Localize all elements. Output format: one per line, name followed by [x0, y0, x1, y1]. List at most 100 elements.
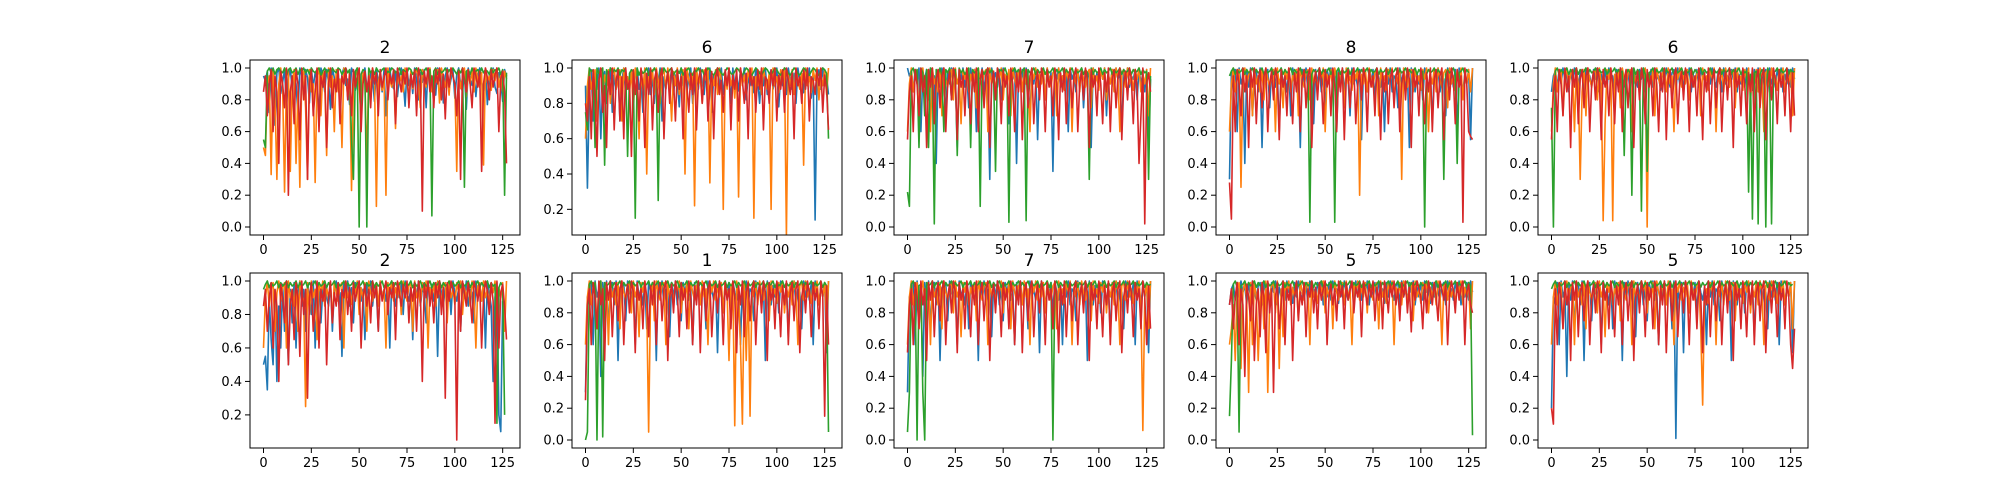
x-tick-label: 25	[625, 456, 642, 471]
axes-frame	[1215, 59, 1487, 236]
series-line-4	[1228, 280, 1474, 394]
y-tick-label: 0.4	[865, 370, 886, 385]
y-tick-label: 1.0	[1187, 62, 1208, 77]
y-tick-label: 0.6	[543, 338, 564, 353]
subplot-2: 6 0 25 50 75 100 125 0.2 0.4 0.6 0.8 1.0	[543, 38, 843, 258]
x-tick-label: 75	[1043, 243, 1060, 258]
subplot-7: 1 0 25 50 75 100 125 0.0 0.2 0.4 0.6 0.8 1.0	[543, 251, 843, 471]
series-line-4	[584, 67, 830, 158]
series-line-4	[1550, 280, 1796, 425]
x-tick-label: 100	[1086, 456, 1111, 471]
x-tick-label: 25	[1591, 243, 1608, 258]
y-tick-label: 0.6	[1187, 125, 1208, 140]
series-group	[262, 67, 508, 228]
axes-frame	[571, 272, 843, 449]
subplot-title: 6	[702, 38, 713, 58]
series-group	[1550, 67, 1796, 228]
subplot-6: 2 0 25 50 75 100 125 0.2 0.4 0.6 0.8 1.0	[221, 251, 521, 471]
y-tick-label: 0.4	[543, 370, 564, 385]
x-tick-label: 125	[490, 243, 515, 258]
series-line-4	[906, 280, 1152, 362]
x-tick-label: 25	[1269, 243, 1286, 258]
series-line-4	[262, 67, 508, 212]
subplot-3: 7 0 25 50 75 100 125 0.0 0.2 0.4 0.6 0.8 1.0	[865, 38, 1165, 258]
series-group	[584, 67, 830, 235]
subplot-title: 5	[1668, 251, 1679, 271]
series-line-4	[262, 280, 508, 441]
x-tick-label: 75	[721, 243, 738, 258]
y-tick-label: 1.0	[865, 62, 886, 77]
y-tick-label: 0.6	[543, 132, 564, 147]
axes-frame	[893, 272, 1165, 449]
series-line-3	[1228, 67, 1470, 228]
x-tick-label: 125	[812, 243, 837, 258]
y-tick-label: 0.2	[221, 408, 242, 423]
subplot-title: 1	[702, 251, 713, 271]
x-tick-label: 100	[1408, 243, 1433, 258]
subplot-title: 7	[1024, 251, 1035, 271]
x-tick-label: 25	[947, 456, 964, 471]
y-tick-label: 0.6	[221, 125, 242, 140]
y-tick-label: 0.2	[221, 189, 242, 204]
y-tick-label: 0.8	[543, 97, 564, 112]
x-tick-label: 75	[1043, 456, 1060, 471]
axes-frame	[249, 272, 521, 449]
y-tick-label: 0.8	[1187, 306, 1208, 321]
x-tick-label: 50	[673, 243, 690, 258]
y-tick-label: 0.4	[1187, 157, 1208, 172]
x-tick-label: 0	[1225, 456, 1233, 471]
y-tick-label: 0.8	[221, 308, 242, 323]
y-tick-label: 0.2	[865, 402, 886, 417]
subplot-4: 8 0 25 50 75 100 125 0.0 0.2 0.4 0.6 0.8 1.0	[1187, 38, 1487, 258]
y-tick-label: 1.0	[221, 62, 242, 77]
subplot-title: 2	[380, 38, 391, 58]
y-tick-label: 0.0	[1509, 221, 1530, 236]
axes-frame	[1537, 59, 1809, 236]
series-group	[1550, 280, 1796, 440]
x-tick-label: 125	[1778, 243, 1803, 258]
y-tick-label: 1.0	[543, 62, 564, 77]
x-tick-label: 100	[764, 456, 789, 471]
x-tick-label: 25	[625, 243, 642, 258]
series-group	[1228, 280, 1474, 436]
x-tick-label: 100	[1730, 456, 1755, 471]
y-tick-label: 0.0	[1509, 434, 1530, 449]
subplot-title: 7	[1024, 38, 1035, 58]
x-tick-label: 0	[1547, 456, 1555, 471]
series-group	[584, 280, 830, 441]
axes-frame	[1537, 272, 1809, 449]
x-tick-label: 125	[1456, 456, 1481, 471]
y-tick-label: 0.8	[1187, 93, 1208, 108]
x-tick-label: 50	[1639, 456, 1656, 471]
y-tick-label: 0.2	[1509, 402, 1530, 417]
x-tick-label: 50	[1317, 456, 1334, 471]
y-tick-label: 0.6	[1187, 338, 1208, 353]
x-tick-label: 75	[399, 456, 416, 471]
y-tick-label: 0.0	[543, 434, 564, 449]
x-tick-label: 25	[1269, 456, 1286, 471]
axes-frame	[249, 59, 521, 236]
y-tick-label: 1.0	[1509, 62, 1530, 77]
x-tick-label: 125	[1134, 456, 1159, 471]
y-tick-label: 0.2	[1187, 402, 1208, 417]
axes-frame	[571, 59, 843, 236]
x-tick-label: 25	[1591, 456, 1608, 471]
y-tick-label: 0.6	[221, 341, 242, 356]
y-tick-label: 0.6	[865, 125, 886, 140]
y-tick-label: 0.8	[221, 93, 242, 108]
x-tick-label: 0	[581, 456, 589, 471]
series-line-4	[584, 280, 830, 417]
series-group	[906, 280, 1152, 441]
x-tick-label: 75	[1365, 243, 1382, 258]
x-tick-label: 0	[903, 456, 911, 471]
y-tick-label: 0.2	[865, 189, 886, 204]
y-tick-label: 0.6	[1509, 125, 1530, 140]
x-tick-label: 25	[303, 243, 320, 258]
y-tick-label: 0.6	[865, 338, 886, 353]
x-tick-label: 100	[442, 243, 467, 258]
x-tick-label: 100	[1408, 456, 1433, 471]
x-tick-label: 0	[1225, 243, 1233, 258]
x-tick-label: 125	[812, 456, 837, 471]
